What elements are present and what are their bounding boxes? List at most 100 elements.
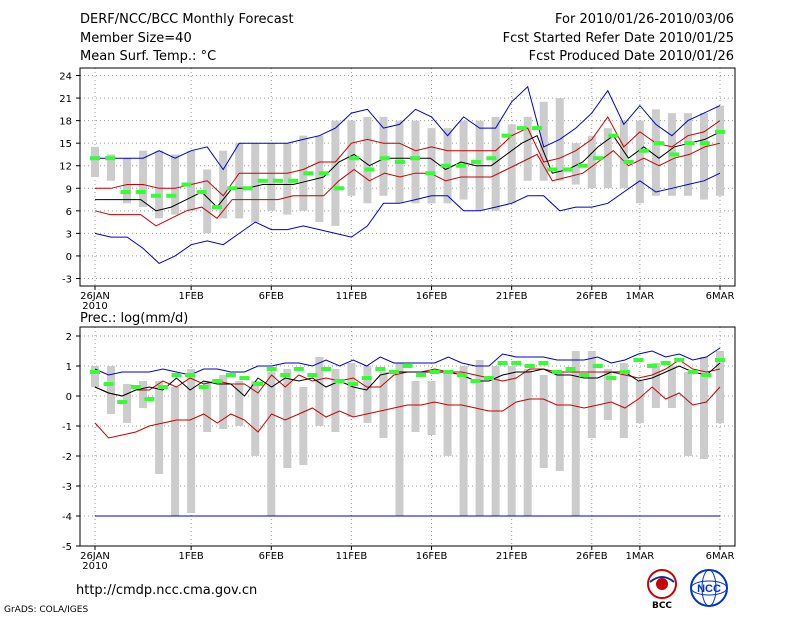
prec-bar-4 xyxy=(155,381,164,474)
temp-bar-35 xyxy=(651,109,660,196)
prec-median-27 xyxy=(456,373,467,377)
prec-median-20 xyxy=(361,376,372,380)
prec-median-10 xyxy=(225,373,236,377)
temp-median-15 xyxy=(318,171,329,176)
temp-median-27 xyxy=(501,133,512,138)
prec-median-42 xyxy=(660,361,671,365)
ncc-logo: NCC xyxy=(686,568,732,611)
temp-bar-28 xyxy=(539,101,548,181)
temp-ytick-label-0: -3 xyxy=(62,274,72,285)
temp-median-14 xyxy=(303,171,314,176)
temp-median-37 xyxy=(654,141,665,146)
bcc-logo: BCC xyxy=(640,568,684,611)
prec-bar-15 xyxy=(331,369,340,432)
prec-ytick-label-6: 1 xyxy=(66,362,72,373)
temp-bar-3 xyxy=(139,150,148,208)
temp-median-5 xyxy=(166,193,177,198)
temp-median-3 xyxy=(135,190,146,195)
prec-bar-13 xyxy=(299,387,308,465)
prec-line-inner-lower xyxy=(94,386,721,439)
temp-ytick-label-6: 15 xyxy=(59,139,72,150)
prec-bar-36 xyxy=(667,366,676,408)
prec-median-17 xyxy=(320,367,331,371)
temp-median-31 xyxy=(562,167,573,172)
temp-median-1 xyxy=(105,156,116,161)
prec-bar-27 xyxy=(523,369,532,516)
prec-median-24 xyxy=(416,373,427,377)
prec-median-15 xyxy=(293,367,304,371)
prec-bar-35 xyxy=(651,363,660,408)
temp-median-36 xyxy=(638,148,649,153)
prec-median-13 xyxy=(266,367,277,371)
prec-median-33 xyxy=(538,361,549,365)
prec-bar-21 xyxy=(427,381,436,435)
temp-line-outer-lower xyxy=(94,172,721,264)
temp-xtick-label-1: 1FEB xyxy=(179,291,204,302)
prec-ytick-label-4: -1 xyxy=(62,422,72,433)
prec-median-32 xyxy=(524,364,535,368)
forecast-period: For 2010/01/26-2010/03/06 xyxy=(555,12,734,27)
forecast-started-date: Fcst Started Refer Date 2010/01/25 xyxy=(502,31,734,46)
temp-line-outer-upper xyxy=(95,85,721,171)
prec-bar-38 xyxy=(699,357,708,459)
temp-median-7 xyxy=(196,190,207,195)
website-url[interactable]: http://cmdp.ncc.cma.gov.cn xyxy=(76,583,258,598)
prec-median-14 xyxy=(280,373,291,377)
prec-bar-29 xyxy=(555,372,564,471)
prec-xtick-label-3: 11FEB xyxy=(336,551,368,562)
prec-bar-31 xyxy=(587,351,596,438)
temp-median-30 xyxy=(547,167,558,172)
prec-bar-30 xyxy=(571,351,580,516)
temp-median-28 xyxy=(516,126,527,131)
prec-bar-1 xyxy=(107,366,116,414)
prec-xtick-label-1: 1FEB xyxy=(179,551,204,562)
prec-bar-11 xyxy=(267,372,276,516)
prec-bar-6 xyxy=(187,369,196,513)
prec-median-46 xyxy=(715,358,725,362)
prec-median-1 xyxy=(103,382,114,386)
prec-bar-19 xyxy=(395,363,404,516)
temp-bar-14 xyxy=(315,135,324,223)
temp-ytick-label-9: 24 xyxy=(59,72,72,83)
prec-bar-25 xyxy=(491,366,500,516)
prec-bar-22 xyxy=(443,372,452,456)
temp-ytick-label-2: 3 xyxy=(66,229,72,240)
forecast-produced-date: Fcst Produced Date 2010/01/26 xyxy=(528,49,734,64)
temp-median-11 xyxy=(257,178,268,183)
prec-bar-12 xyxy=(283,369,292,468)
temp-median-20 xyxy=(394,159,405,164)
ncc-logo-text: NCC xyxy=(697,583,721,595)
prec-median-25 xyxy=(429,370,440,374)
temp-median-6 xyxy=(181,182,192,187)
prec-ytick-label-3: -2 xyxy=(62,452,72,463)
prec-median-6 xyxy=(171,373,182,377)
temp-median-22 xyxy=(425,171,436,176)
prec-bar-20 xyxy=(411,381,420,432)
temp-median-21 xyxy=(410,156,421,161)
temp-xtick-label-5: 21FEB xyxy=(496,291,528,302)
prec-median-43 xyxy=(674,358,685,362)
prec-bar-14 xyxy=(315,357,324,426)
temp-bar-1 xyxy=(107,154,116,181)
prec-bar-18 xyxy=(379,372,388,438)
prec-ytick-label-2: -3 xyxy=(62,482,72,493)
prec-line-outer-upper xyxy=(94,347,721,376)
prec-bar-8 xyxy=(219,375,228,429)
prec-median-41 xyxy=(647,364,658,368)
prec-bar-37 xyxy=(683,372,692,456)
temp-xtick-label-7: 1MAR xyxy=(625,291,654,302)
prec-xtick-label-4: 16FEB xyxy=(416,551,448,562)
prec-median-26 xyxy=(443,370,454,374)
temp-bar-11 xyxy=(267,143,276,211)
prec-frame xyxy=(79,326,736,547)
prec-xtick-label-2: 6FEB xyxy=(259,551,284,562)
temp-median-32 xyxy=(577,163,588,168)
temp-line-inner-lower xyxy=(94,142,721,227)
temp-median-10 xyxy=(242,186,253,191)
temp-median-4 xyxy=(150,193,161,198)
prec-median-44 xyxy=(687,370,698,374)
bcc-logo-text: BCC xyxy=(651,601,673,611)
prec-median-2 xyxy=(117,400,128,404)
temp-median-39 xyxy=(684,141,695,146)
